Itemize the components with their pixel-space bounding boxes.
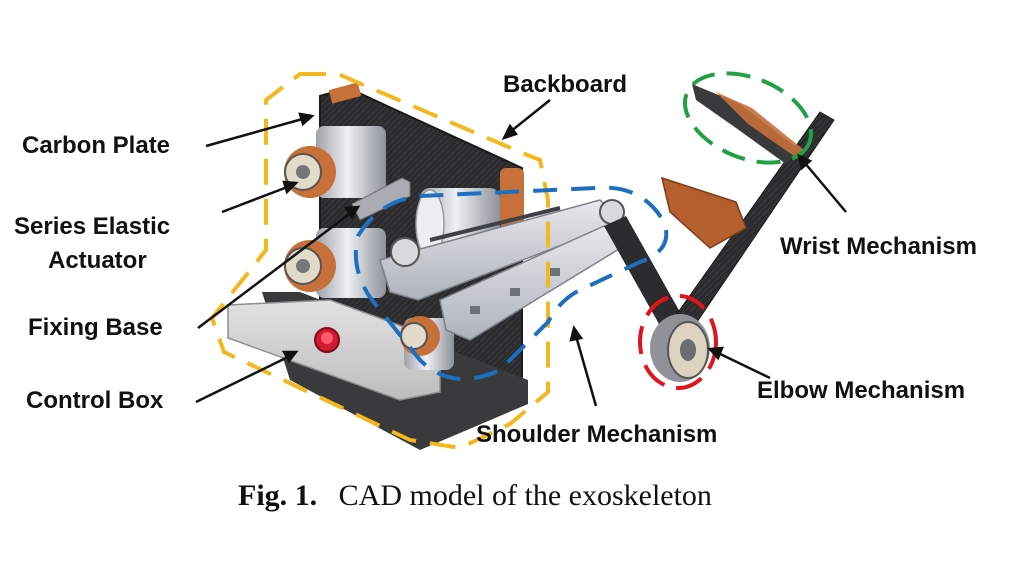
copper-edge-right	[500, 168, 524, 228]
label-control-box: Control Box	[26, 387, 164, 414]
label-elbow-mechanism: Elbow Mechanism	[757, 377, 965, 404]
arrow-carbon-plate	[205, 116, 307, 148]
actuator-lower-left	[284, 228, 386, 298]
arrow-fixing-base	[197, 211, 353, 329]
shoulder-link-lower	[439, 225, 626, 341]
arrow-elbow-mechanism	[715, 350, 771, 380]
backboard-assembly	[227, 82, 528, 450]
actuator-upper-left	[284, 126, 386, 198]
elbow-highlight-outline	[638, 294, 718, 390]
label-wrist-mechanism: Wrist Mechanism	[780, 233, 977, 260]
figure-caption: Fig. 1. CAD model of the exoskeleton	[238, 479, 712, 512]
forearm-assembly	[604, 84, 835, 382]
label-carbon-plate: Carbon Plate	[22, 132, 170, 159]
arrow-backboard	[509, 99, 551, 133]
copper-edge-top	[328, 82, 362, 104]
wrist-handle	[692, 84, 804, 164]
label-series-elastic-line1: Series Elastic	[14, 213, 170, 240]
shoulder-link-main	[379, 199, 624, 301]
arrow-control-box	[195, 354, 291, 404]
wrist-highlight-outline	[682, 71, 814, 165]
arrow-series-elastic-actuator	[221, 184, 291, 214]
arrow-wrist-mechanism	[803, 161, 847, 213]
fixing-base-bracket	[351, 177, 411, 221]
backboard-highlight-outline	[209, 72, 550, 451]
shoulder-assembly	[379, 199, 626, 341]
label-backboard: Backboard	[503, 71, 627, 98]
copper-cuff	[660, 176, 747, 249]
caption-number: Fig. 1.	[238, 479, 317, 512]
label-shoulder-mechanism: Shoulder Mechanism	[476, 421, 717, 448]
caption-text: CAD model of the exoskeleton	[339, 479, 712, 512]
label-fixing-base: Fixing Base	[28, 314, 163, 341]
shoulder-highlight-outline	[353, 185, 669, 381]
actuator-lower-right	[400, 316, 454, 370]
arrow-shoulder-mechanism	[574, 335, 598, 407]
elbow-joint	[650, 314, 710, 382]
upper-arm-link	[604, 216, 690, 340]
label-series-elastic-line2: Actuator	[48, 247, 147, 274]
